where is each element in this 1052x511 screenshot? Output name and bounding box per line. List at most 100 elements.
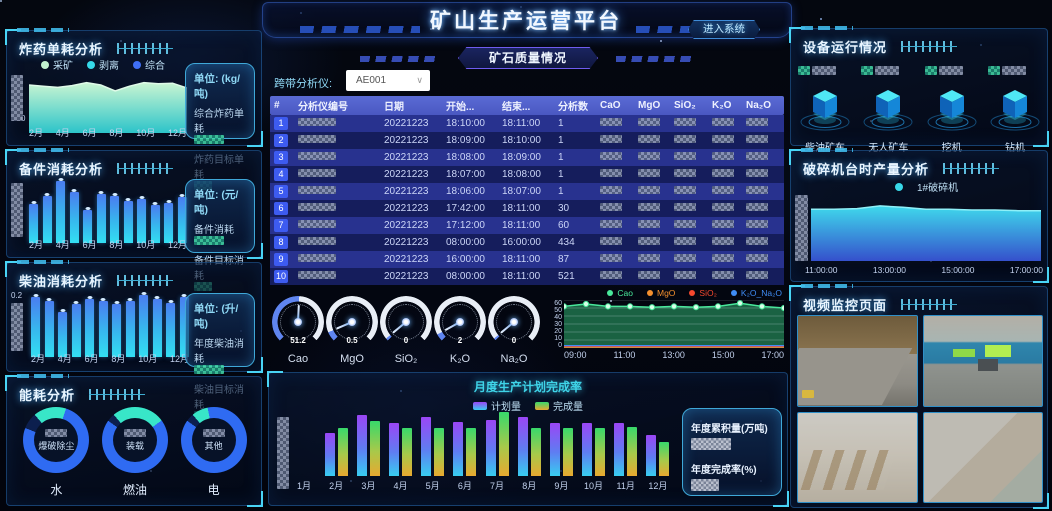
x-tick-label: 2月 [29,128,44,138]
censored-value [712,169,734,177]
bar [71,304,81,357]
equipment-item: 钻机 [986,66,1044,154]
x-tick-label: 3月 [361,481,376,491]
x-tick-label: 4月 [393,481,408,491]
panel-title: 视频监控页面 [803,298,888,313]
table-row: 9 20221223 16:00:00 18:11:00 87 [270,251,784,268]
legend-item[interactable]: MgO [647,288,675,298]
explosive-area-chart [29,81,187,133]
donut-inner-label: 装载 [125,440,144,451]
censored-analyzer-id [298,237,336,245]
censored-value [674,203,696,211]
month-group: 6月 [451,400,479,492]
done-bar [595,428,606,476]
equipment-cube-icon [800,90,850,131]
bar [166,302,176,357]
starfield-decoration [0,0,2,2]
censored-value [674,118,696,126]
legend-item[interactable]: 剥离 [87,57,119,72]
unit-label: 单位: (升/吨) [194,303,239,330]
analyzer-select-value: AE001 [356,75,387,86]
bar [112,304,122,357]
bar [150,205,160,243]
legend-item[interactable]: 完成量 [535,398,583,413]
donut-inner-label: 爆破除尘 [38,440,75,451]
panel-tab-decoration [801,284,853,288]
column-header: K₂O [712,100,732,111]
x-tick-label: 10月 [584,481,604,491]
equipment-label: 挖机 [941,143,962,154]
plan-bar [356,415,367,476]
done-bar [337,427,348,476]
explosive-info-box: 单位: (kg/吨) 综合炸药单耗 炸药目标单耗 [185,63,255,190]
bar [152,298,162,357]
bar [177,197,187,243]
gauge: 0 SiO₂ [380,296,432,365]
censored-value [638,135,660,143]
y-tick-label: 50 [554,307,562,314]
legend-item[interactable]: Cao [607,288,633,298]
censored-analyzer-id [298,186,336,194]
censored-value [600,237,622,245]
video-feed-warehouse[interactable] [922,315,1043,407]
spare-x-axis: 2月 4月 6月 8月 10月 12月 [29,238,187,251]
badge-dash-right [616,56,696,62]
x-tick-label: 6月 [84,354,99,364]
table-row: 7 20221223 17:12:00 18:11:00 60 [270,217,784,234]
explosive-legend: 采矿 剥离 综合 [41,57,165,72]
gauge-value: 0 [511,336,517,345]
metric-label: 年度柴油消耗 [194,339,244,365]
censored-value [202,428,225,437]
chevron-down-icon: ∨ [416,75,423,85]
waveform-icon [901,41,958,52]
monthly-legend: 计划量 完成量 [269,398,787,413]
legend-item[interactable]: 综合 [133,57,165,72]
video-feed-yard[interactable] [797,411,918,503]
enter-system-button[interactable]: 进入系统 [688,20,760,39]
y-tick-label: 0 [558,342,562,349]
censored-value [600,186,622,194]
crusher-x-axis: 11:00:00 13:00:00 15:00:00 17:00:00 [805,265,1043,275]
window-shape [985,344,1012,357]
trend-chart: Cao MgO SiO₂ K₂O_Na₂O 60 50 40 30 20 10 0 09:00 11… [548,288,786,362]
video-feed-terrain[interactable] [922,411,1043,503]
censored-value [674,220,696,228]
done-bar [434,427,445,476]
plan-bar [389,422,400,476]
legend-chip [473,401,487,410]
censored-value [674,152,696,160]
legend-label: SiO₂ [699,288,717,298]
table-body: 1 20221223 18:10:00 18:11:00 1 2 20221223 18:09… [270,115,784,285]
x-tick-label: 8月 [109,240,124,250]
analyzer-select[interactable]: AE001 ∨ [346,70,430,91]
done-bar [659,441,670,476]
x-tick-label: 12月 [648,481,668,491]
video-feed-road[interactable] [797,315,918,407]
crusher-legend-label: 1#破碎机 [917,183,959,194]
legend-item[interactable]: K₂O_Na₂O [730,288,782,298]
crusher-legend[interactable]: 1#破碎机 [895,179,958,194]
metric-label: 备件消耗 [194,225,234,236]
summary-label: 年度完成率(%) [691,465,757,476]
censored-y-axis [11,303,23,351]
legend-item[interactable]: 采矿 [41,57,73,72]
censored-value [674,254,696,262]
panel-title: 破碎机台时产量分析 [803,162,930,177]
legend-item[interactable]: 计划量 [473,398,521,413]
panel-tab-decoration [17,260,69,264]
x-tick-label: 15:00 [711,350,735,360]
equipment-row: 柴油矿车 无人矿车 挖机 钻机 [796,66,1044,154]
trend-legend: Cao MgO SiO₂ K₂O_Na₂O [607,288,782,298]
machine-shape [801,390,814,399]
censored-value [600,135,622,143]
waveform-icon [901,299,958,310]
legend-item[interactable]: SiO₂ [689,288,717,298]
censored-y-axis [11,183,23,237]
censored-value [746,220,768,228]
header-dash-left [300,26,420,33]
equipment-cube-icon [863,90,913,131]
gauge-label: MgO [340,353,364,365]
gauge-label: K₂O [449,353,471,365]
censored-value [691,479,719,491]
